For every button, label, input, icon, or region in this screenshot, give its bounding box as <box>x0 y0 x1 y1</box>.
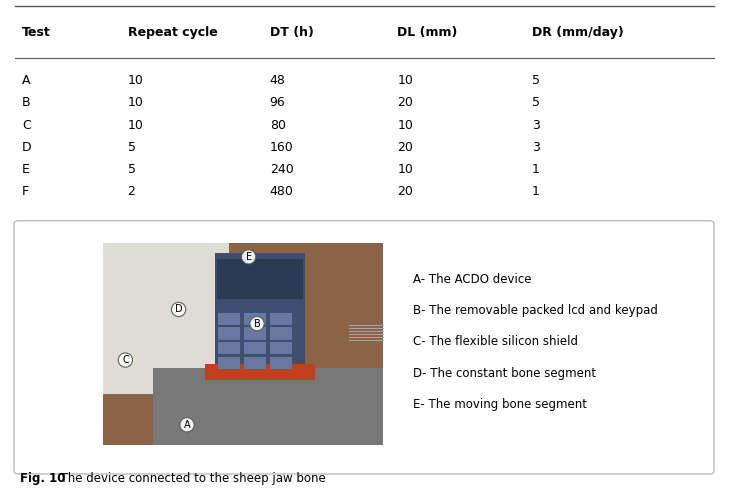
Bar <box>153 368 383 445</box>
Text: Repeat cycle: Repeat cycle <box>128 26 217 39</box>
Text: F: F <box>22 185 29 198</box>
Text: E: E <box>22 163 30 176</box>
Bar <box>215 253 305 374</box>
Text: 480: 480 <box>270 185 294 198</box>
Text: 2: 2 <box>128 185 136 198</box>
Text: 10: 10 <box>128 119 144 131</box>
Bar <box>103 243 383 445</box>
Bar <box>244 357 266 369</box>
Text: 80: 80 <box>270 119 286 131</box>
Text: D: D <box>22 141 31 154</box>
Text: 20: 20 <box>397 185 413 198</box>
Text: A: A <box>22 74 31 87</box>
Text: 1: 1 <box>532 163 540 176</box>
Text: 20: 20 <box>397 96 413 109</box>
Text: B- The removable packed lcd and keypad: B- The removable packed lcd and keypad <box>413 304 658 317</box>
Text: 10: 10 <box>397 119 413 131</box>
Text: 10: 10 <box>128 74 144 87</box>
Text: C: C <box>122 355 129 365</box>
Bar <box>244 312 266 325</box>
Text: Fig. 10: Fig. 10 <box>20 472 66 485</box>
Text: The device connected to the sheep jaw bone: The device connected to the sheep jaw bo… <box>53 472 326 485</box>
Text: 10: 10 <box>128 96 144 109</box>
Text: 20: 20 <box>397 141 413 154</box>
Text: Test: Test <box>22 26 50 39</box>
Text: 10: 10 <box>397 163 413 176</box>
Text: DR (mm/day): DR (mm/day) <box>532 26 624 39</box>
Bar <box>218 327 240 339</box>
Bar <box>218 312 240 325</box>
Bar <box>205 364 315 380</box>
Text: 10: 10 <box>397 74 413 87</box>
Text: 3: 3 <box>532 141 540 154</box>
Text: 3: 3 <box>532 119 540 131</box>
Text: A: A <box>184 420 190 430</box>
Text: 5: 5 <box>532 96 540 109</box>
Text: 5: 5 <box>128 141 136 154</box>
Text: C- The flexible silicon shield: C- The flexible silicon shield <box>413 336 578 348</box>
Bar <box>270 342 292 354</box>
Bar <box>244 342 266 354</box>
Text: DT (h): DT (h) <box>270 26 313 39</box>
Text: D- The constant bone segment: D- The constant bone segment <box>413 367 596 380</box>
Text: 5: 5 <box>532 74 540 87</box>
Bar <box>218 342 240 354</box>
Bar <box>270 327 292 339</box>
Text: A- The ACDO device: A- The ACDO device <box>413 273 531 286</box>
Text: 96: 96 <box>270 96 286 109</box>
Bar <box>270 312 292 325</box>
Text: B: B <box>22 96 31 109</box>
Bar <box>103 243 229 395</box>
Text: B: B <box>254 319 260 329</box>
Text: DL (mm): DL (mm) <box>397 26 458 39</box>
Text: 48: 48 <box>270 74 286 87</box>
Bar <box>218 357 240 369</box>
Text: C: C <box>22 119 31 131</box>
Text: 1: 1 <box>532 185 540 198</box>
Bar <box>270 357 292 369</box>
Text: 160: 160 <box>270 141 294 154</box>
Text: 240: 240 <box>270 163 294 176</box>
Text: E- The moving bone segment: E- The moving bone segment <box>413 398 587 411</box>
Text: 5: 5 <box>128 163 136 176</box>
FancyBboxPatch shape <box>14 221 714 474</box>
Bar <box>217 259 303 299</box>
Text: E: E <box>246 252 252 262</box>
Text: D: D <box>175 305 182 314</box>
Bar <box>244 327 266 339</box>
